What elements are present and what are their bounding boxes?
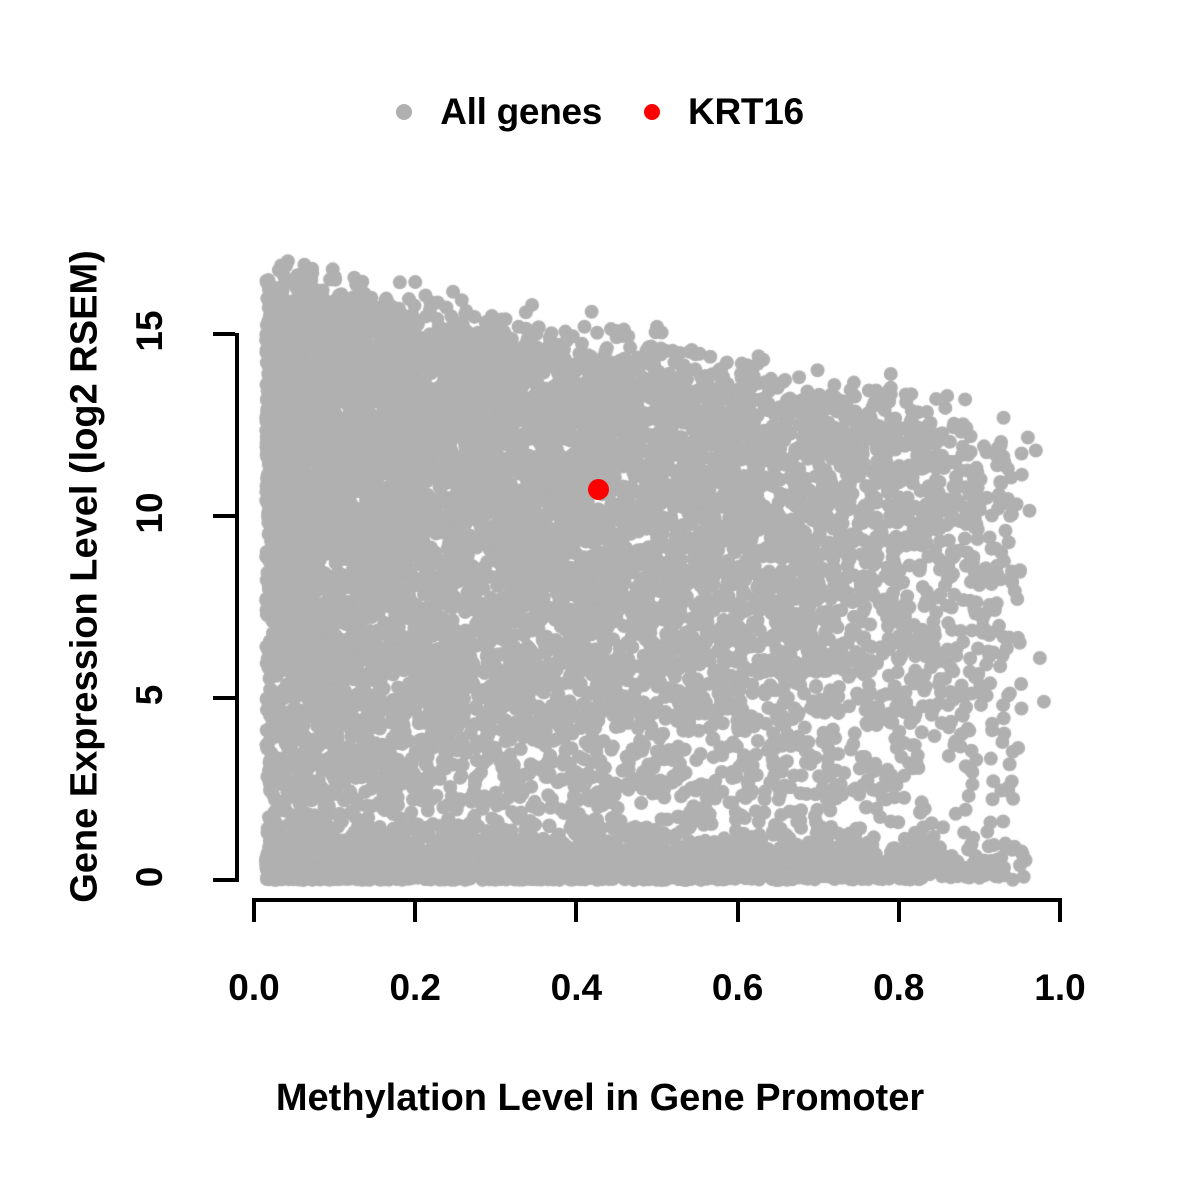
x-tick-0.6 [735, 900, 740, 922]
y-tick-label-15: 15 [129, 310, 170, 352]
x-axis-line [252, 898, 1062, 902]
x-axis-title: Methylation Level in Gene Promoter [275, 1077, 925, 1119]
y-tick-label-10: 10 [129, 492, 170, 534]
y-axis-title: Gene Expression Level (log2 RSEM) [63, 250, 106, 903]
y-tick-15 [213, 332, 235, 336]
x-tick-label-0.8: 0.8 [873, 967, 925, 1008]
x-tick-0.2 [413, 900, 418, 922]
krt16-highlight-point [587, 479, 609, 501]
y-tick-5 [213, 696, 235, 700]
y-tick-label-0: 0 [129, 866, 170, 888]
x-tick-1.0 [1058, 900, 1062, 922]
y-tick-0 [213, 878, 235, 882]
x-tick-label-0.2: 0.2 [389, 967, 441, 1008]
x-tick-0.4 [574, 900, 579, 922]
x-tick-0.0 [252, 900, 256, 922]
x-tick-label-0.6: 0.6 [711, 967, 764, 1008]
x-tick-label-0.0: 0.0 [228, 967, 280, 1008]
y-tick-label-5: 5 [129, 684, 170, 706]
x-tick-label-0.4: 0.4 [550, 967, 603, 1008]
x-tick-0.8 [896, 900, 901, 922]
y-axis-line [235, 333, 239, 882]
x-tick-label-1.0: 1.0 [1034, 967, 1086, 1008]
y-tick-10 [213, 514, 235, 518]
